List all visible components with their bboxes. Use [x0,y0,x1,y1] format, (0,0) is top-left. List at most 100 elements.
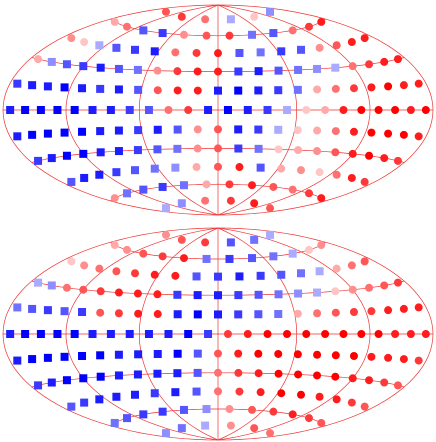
marker-square [47,154,56,163]
marker-circle [130,269,139,278]
marker-square [34,156,43,165]
marker-circle [331,148,340,157]
marker-square [123,414,132,423]
marker-circle [360,177,369,186]
marker-square [67,402,76,411]
marker-square [47,57,56,66]
marker-circle [34,55,43,64]
marker-square [133,146,142,155]
marker-circle [297,166,306,175]
marker-square [130,45,139,54]
marker-square [179,181,188,190]
marker-square [88,106,97,114]
marker-square [134,350,143,359]
marker-square [204,106,213,114]
marker-circle [365,376,374,385]
marker-circle [304,414,313,423]
marker-circle [67,257,76,266]
marker-square [150,389,159,398]
marker-square [125,106,134,114]
marker-square [112,392,121,401]
marker-circle [277,389,286,398]
marker-square [139,26,148,35]
marker-circle [158,252,167,261]
marker-circle [248,181,257,190]
marker-circle [110,17,119,26]
marker-square [153,125,162,134]
marker-circle [294,370,303,379]
marker-square [226,15,235,24]
marker-circle [161,230,170,239]
marker-circle [173,86,182,95]
marker-circle [201,238,210,247]
marker-square [62,151,71,160]
marker-square [67,177,76,186]
marker-circle [331,308,340,317]
marker-square [130,390,139,399]
marker-square [78,351,87,360]
marker-square [36,106,45,114]
marker-square [315,267,324,276]
marker-square [70,106,79,114]
marker-circle [288,185,297,194]
marker-square [274,125,283,134]
marker-circle [374,106,383,114]
marker-square [225,254,234,263]
marker-circle [223,330,232,338]
marker-square [78,308,87,317]
marker-square [214,310,222,319]
marker-circle [360,402,369,411]
marker-circle [331,84,340,93]
marker-circle [391,106,400,114]
marker-square [269,29,278,38]
marker-circle [321,106,330,114]
marker-square [153,145,162,154]
marker-circle [179,30,188,39]
marker-square [13,303,22,312]
marker-circle [274,349,283,358]
marker-circle [393,381,402,390]
marker-square [6,330,15,338]
marker-square [235,272,244,281]
marker-square [254,86,263,95]
marker-square [114,350,123,359]
marker-square [133,370,142,379]
parallel [110,408,326,427]
marker-square [21,106,30,114]
marker-circle [302,106,311,114]
marker-square [106,330,115,338]
marker-square [60,128,69,137]
marker-circle [317,418,326,427]
marker-circle [214,368,222,377]
marker-square [171,388,180,397]
marker-square [214,272,222,281]
marker-circle [332,264,341,273]
marker-square [106,106,115,114]
marker-square [234,67,243,76]
marker-square [274,66,283,75]
marker-circle [367,128,376,137]
marker-circle [283,330,292,338]
marker-circle [274,369,283,378]
marker-square [201,421,210,430]
marker-circle [399,355,408,364]
marker-square [21,330,30,338]
marker-square [95,395,104,404]
marker-circle [399,304,408,313]
marker-square [177,199,186,208]
marker-square [43,353,52,362]
marker-circle [365,151,374,160]
marker-circle [193,86,202,95]
marker-circle [202,31,211,40]
marker-square [47,378,56,387]
marker-circle [339,330,348,338]
marker-square [28,130,37,139]
marker-circle [332,41,341,50]
marker-square [234,86,243,95]
marker-square [70,330,79,338]
marker-square [79,374,88,383]
marker-square [313,64,322,73]
marker-circle [250,424,259,433]
marker-circle [393,55,402,64]
marker-circle [348,62,357,71]
